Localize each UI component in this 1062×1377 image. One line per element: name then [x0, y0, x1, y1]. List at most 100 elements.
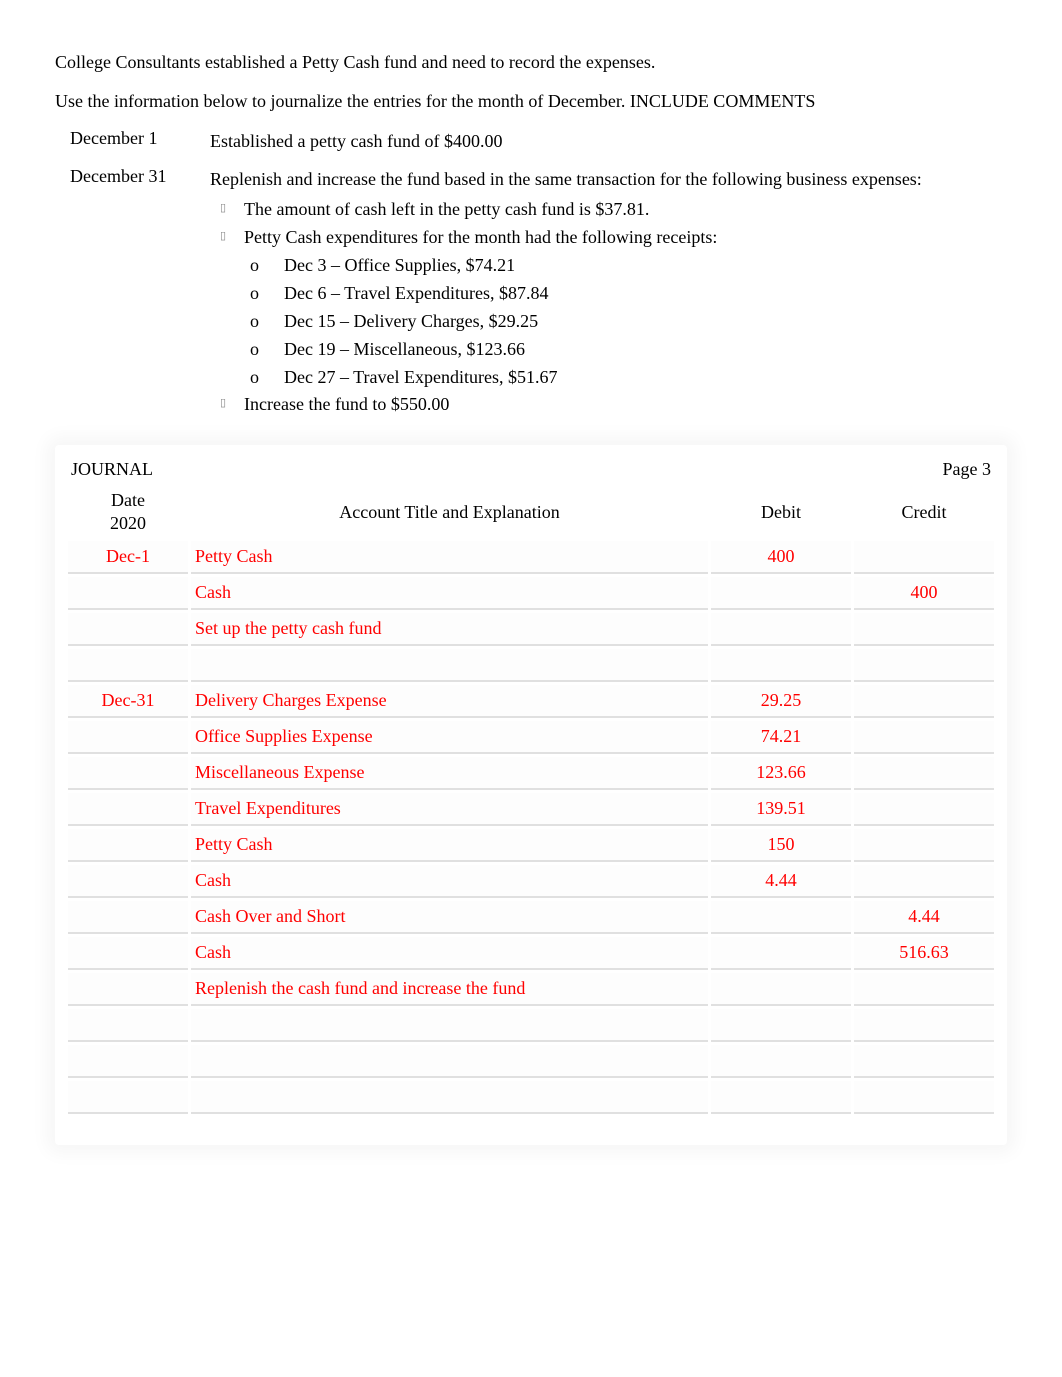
cell-date — [68, 649, 188, 682]
table-row: Travel Expenditures139.51 — [68, 793, 994, 826]
cell-credit — [854, 757, 994, 790]
table-row: Office Supplies Expense74.21 — [68, 721, 994, 754]
cell-debit: 4.44 — [711, 865, 851, 898]
bullet-text: The amount of cash left in the petty cas… — [244, 196, 649, 224]
cell-account: Petty Cash — [191, 541, 708, 574]
sub-bullet-icon: o — [244, 336, 284, 364]
col-date: Date 2020 — [68, 485, 188, 538]
cell-account: Cash — [191, 937, 708, 970]
cell-date — [68, 829, 188, 862]
cell-debit: 400 — [711, 541, 851, 574]
intro-section: College Consultants established a Petty … — [55, 50, 1007, 114]
date-entries: December 1Established a petty cash fund … — [70, 128, 1007, 419]
cell-account: Cash — [191, 865, 708, 898]
sub-bullet-icon: o — [244, 280, 284, 308]
journal-table: Date 2020 Account Title and Explanation … — [65, 482, 997, 1117]
cell-debit: 123.66 — [711, 757, 851, 790]
sub-text: Dec 19 – Miscellaneous, $123.66 — [284, 336, 525, 364]
intro-line-1: College Consultants established a Petty … — [55, 50, 1007, 75]
sub-bullet-icon: o — [244, 308, 284, 336]
sub-item: oDec 19 – Miscellaneous, $123.66 — [244, 336, 1007, 364]
cell-credit — [854, 829, 994, 862]
cell-date — [68, 901, 188, 934]
cell-account: Travel Expenditures — [191, 793, 708, 826]
cell-credit — [854, 1045, 994, 1078]
cell-account: Replenish the cash fund and increase the… — [191, 973, 708, 1006]
cell-date — [68, 577, 188, 610]
cell-date: Dec-31 — [68, 685, 188, 718]
cell-credit — [854, 1081, 994, 1114]
cell-debit: 139.51 — [711, 793, 851, 826]
table-row — [68, 1081, 994, 1114]
cell-debit: 150 — [711, 829, 851, 862]
cell-account: Cash — [191, 577, 708, 610]
bullet-text: Petty Cash expenditures for the month ha… — [244, 224, 717, 252]
cell-date — [68, 937, 188, 970]
journal-title: JOURNAL — [71, 459, 153, 480]
cell-account — [191, 1081, 708, 1114]
col-acct: Account Title and Explanation — [191, 485, 708, 538]
sub-text: Dec 27 – Travel Expenditures, $51.67 — [284, 364, 557, 392]
table-row — [68, 1045, 994, 1078]
cell-credit — [854, 793, 994, 826]
cell-account: Miscellaneous Expense — [191, 757, 708, 790]
cell-debit — [711, 901, 851, 934]
cell-date — [68, 865, 188, 898]
table-row: Miscellaneous Expense123.66 — [68, 757, 994, 790]
cell-credit — [854, 865, 994, 898]
table-row: Set up the petty cash fund — [68, 613, 994, 646]
cell-date — [68, 757, 188, 790]
table-row: Cash400 — [68, 577, 994, 610]
sub-item: oDec 6 – Travel Expenditures, $87.84 — [244, 280, 1007, 308]
date-text: Replenish and increase the fund based in… — [210, 166, 1007, 194]
date-row: December 31Replenish and increase the fu… — [70, 166, 1007, 419]
date-label: December 1 — [70, 128, 210, 156]
cell-account: Set up the petty cash fund — [191, 613, 708, 646]
sub-list: oDec 3 – Office Supplies, $74.21oDec 6 –… — [244, 252, 1007, 391]
cell-credit — [854, 613, 994, 646]
bullet-icon: ▯ — [220, 391, 244, 419]
sub-item: oDec 27 – Travel Expenditures, $51.67 — [244, 364, 1007, 392]
sub-item: oDec 3 – Office Supplies, $74.21 — [244, 252, 1007, 280]
table-row: Cash Over and Short4.44 — [68, 901, 994, 934]
cell-credit: 516.63 — [854, 937, 994, 970]
cell-debit: 74.21 — [711, 721, 851, 754]
cell-debit — [711, 577, 851, 610]
cell-date — [68, 1009, 188, 1042]
table-row: Petty Cash150 — [68, 829, 994, 862]
table-row — [68, 1009, 994, 1042]
cell-debit — [711, 613, 851, 646]
cell-credit — [854, 721, 994, 754]
date-content: Established a petty cash fund of $400.00 — [210, 128, 1007, 156]
sub-text: Dec 6 – Travel Expenditures, $87.84 — [284, 280, 548, 308]
cell-credit — [854, 541, 994, 574]
cell-date — [68, 1045, 188, 1078]
cell-credit — [854, 685, 994, 718]
table-row: Replenish the cash fund and increase the… — [68, 973, 994, 1006]
intro-line-2: Use the information below to journalize … — [55, 89, 1007, 114]
date-label: December 31 — [70, 166, 210, 419]
cell-date: Dec-1 — [68, 541, 188, 574]
date-content: Replenish and increase the fund based in… — [210, 166, 1007, 419]
col-credit: Credit — [854, 485, 994, 538]
table-row: Cash4.44 — [68, 865, 994, 898]
cell-credit: 4.44 — [854, 901, 994, 934]
table-row — [68, 649, 994, 682]
cell-account — [191, 1045, 708, 1078]
cell-date — [68, 1081, 188, 1114]
cell-debit — [711, 973, 851, 1006]
bullet-text: Increase the fund to $550.00 — [244, 391, 449, 419]
bullet-icon: ▯ — [220, 196, 244, 224]
cell-credit — [854, 649, 994, 682]
table-header-row: Date 2020 Account Title and Explanation … — [68, 485, 994, 538]
date-text: Established a petty cash fund of $400.00 — [210, 128, 1007, 156]
sub-bullet-icon: o — [244, 364, 284, 392]
cell-date — [68, 973, 188, 1006]
journal-page: Page 3 — [943, 459, 992, 480]
cell-credit — [854, 973, 994, 1006]
sub-text: Dec 3 – Office Supplies, $74.21 — [284, 252, 515, 280]
date-row: December 1Established a petty cash fund … — [70, 128, 1007, 156]
cell-account: Petty Cash — [191, 829, 708, 862]
cell-debit — [711, 1009, 851, 1042]
journal-header: JOURNAL Page 3 — [65, 459, 997, 482]
